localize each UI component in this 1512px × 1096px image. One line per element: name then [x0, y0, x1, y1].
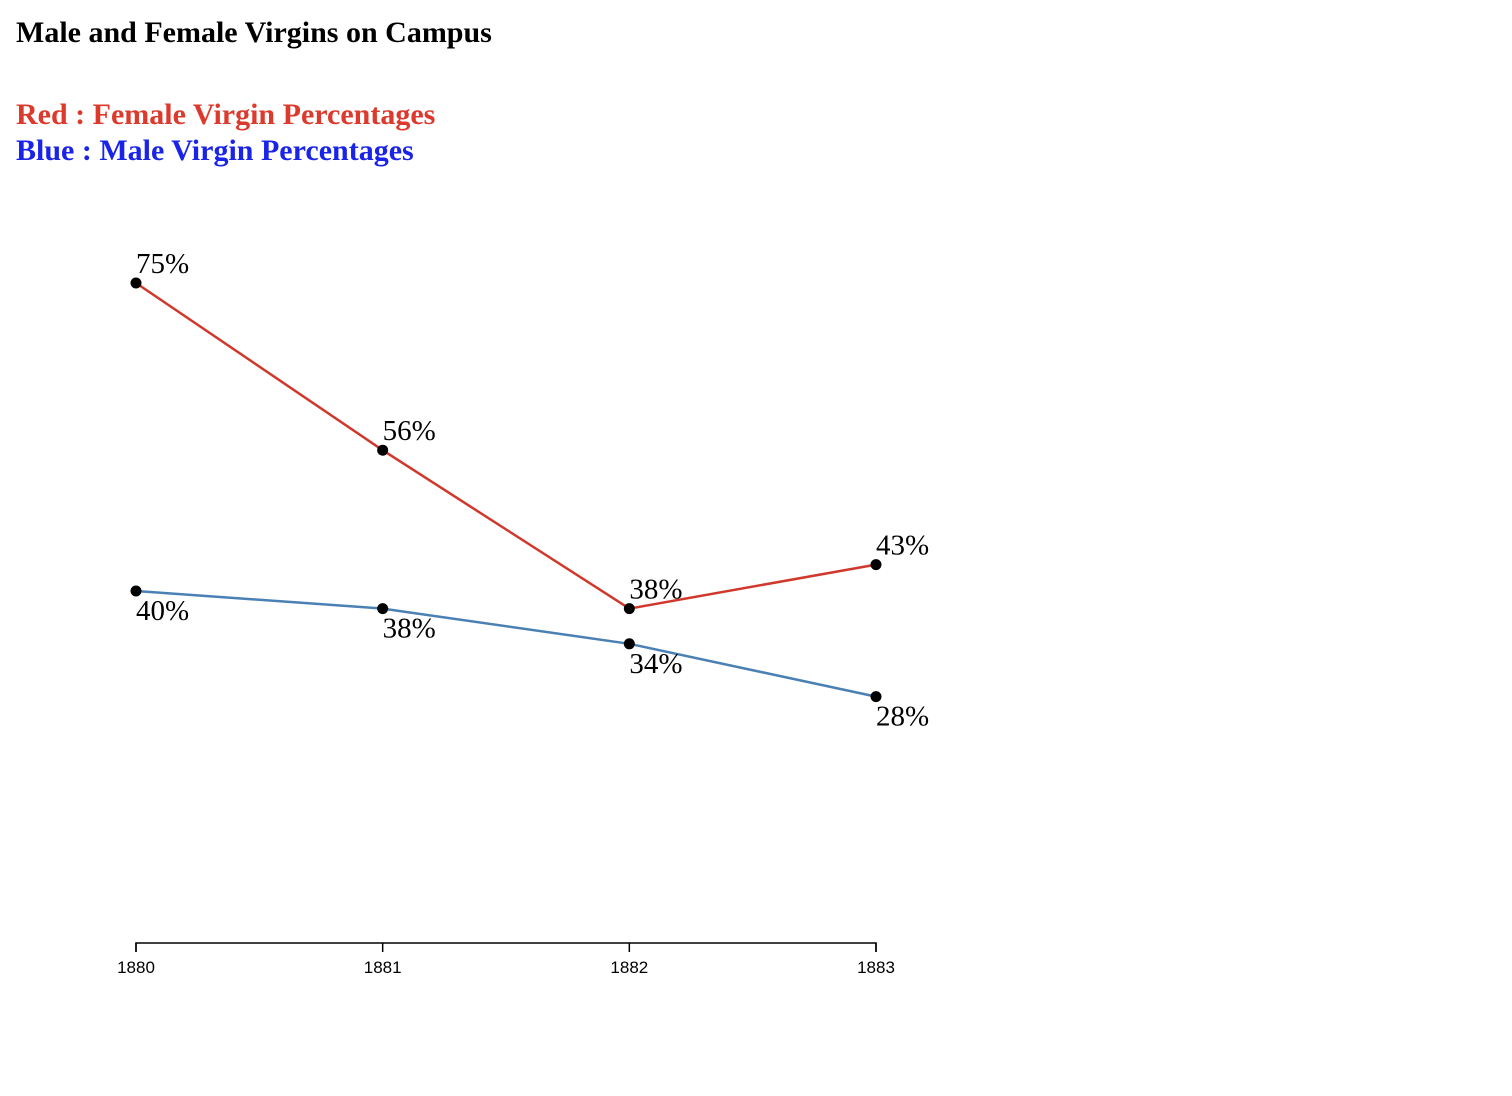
data-label: 38% [383, 613, 436, 645]
x-axis-line [135, 942, 877, 952]
series-line [135, 589, 877, 698]
data-point [377, 444, 389, 456]
data-point [377, 603, 389, 615]
x-tick-label: 1880 [117, 958, 155, 977]
legend: Red : Female Virgin Percentages Blue : M… [16, 97, 435, 169]
data-label: 34% [629, 648, 682, 680]
series-layer: 75% 56% 38% 43% 40% 38% 34% 28% [130, 248, 929, 733]
series-0: 75% 56% 38% 43% [130, 248, 929, 615]
x-tick-label: 1883 [857, 958, 895, 977]
x-tick-label: 1882 [610, 958, 648, 977]
x-axis: 1880 1881 1882 1883 [117, 942, 895, 977]
data-label: 40% [136, 595, 189, 627]
data-point [623, 603, 635, 615]
data-label: 75% [136, 248, 189, 280]
data-point [870, 559, 882, 571]
data-point [623, 638, 635, 650]
x-tick-label: 1881 [364, 958, 402, 977]
data-point [130, 277, 142, 289]
chart-title: Male and Female Virgins on Campus [16, 16, 492, 49]
legend-entry-male: Blue : Male Virgin Percentages [16, 134, 414, 167]
data-label: 38% [629, 574, 682, 606]
data-label: 56% [383, 415, 436, 447]
data-label: 43% [876, 530, 929, 562]
data-point [870, 691, 882, 703]
data-label: 28% [876, 701, 929, 733]
series-line [135, 281, 877, 610]
series-1: 40% 38% 34% 28% [130, 585, 929, 733]
data-point [130, 585, 142, 597]
legend-entry-female: Red : Female Virgin Percentages [16, 98, 436, 131]
